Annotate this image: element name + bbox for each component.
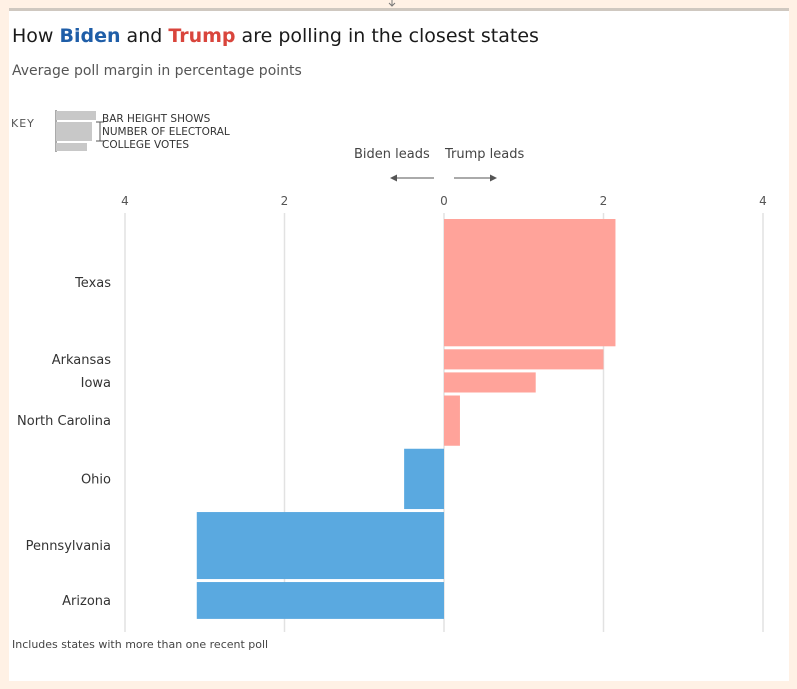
bars <box>196 219 616 619</box>
title-prefix: How <box>12 25 60 47</box>
bar-pennsylvania <box>196 512 444 580</box>
state-label-texas: Texas <box>74 276 111 291</box>
key-text-line-2: NUMBER OF ELECTORAL <box>102 126 230 138</box>
title-suffix: are polling in the closest states <box>235 25 539 47</box>
trump-direction-arrow-icon <box>454 174 497 182</box>
bar-arizona <box>196 582 444 619</box>
state-labels: Texas Arkansas Iowa North Carolina Ohio Penns… <box>17 276 111 609</box>
state-label-arizona: Arizona <box>62 594 111 609</box>
bar-ohio <box>404 448 444 510</box>
top-marker-icon <box>388 0 396 7</box>
biden-leads-label: Biden leads <box>354 147 430 162</box>
footnote: Includes states with more than one recen… <box>12 638 269 651</box>
x-tick-label-1: 2 <box>281 194 289 208</box>
trump-leads-label: Trump leads <box>445 147 525 162</box>
biden-direction-arrow-icon <box>390 174 434 182</box>
key-bars-icon <box>55 110 104 152</box>
key-text-line-3: COLLEGE VOTES <box>102 139 190 151</box>
title-middle: and <box>120 25 169 47</box>
chart-subtitle: Average poll margin in percentage points <box>12 63 302 79</box>
title-biden: Biden <box>59 25 121 47</box>
key-label: KEY <box>11 117 35 130</box>
x-tick-label-0: 4 <box>121 194 129 208</box>
bar-north-carolina <box>444 395 460 446</box>
x-tick-label-2: 0 <box>440 194 448 208</box>
chart-title: How Biden and Trump are polling in the c… <box>12 25 539 47</box>
state-label-iowa: Iowa <box>81 376 111 391</box>
key-text-line-1: BAR HEIGHT SHOWS <box>102 113 211 125</box>
x-tick-label-4: 4 <box>759 194 767 208</box>
state-label-pennsylvania: Pennsylvania <box>26 539 111 554</box>
x-tick-labels: 4 2 0 2 4 <box>121 194 767 208</box>
bar-iowa <box>444 372 536 393</box>
x-tick-label-3: 2 <box>600 194 608 208</box>
state-label-ohio: Ohio <box>81 472 111 487</box>
bar-arkansas <box>444 349 604 370</box>
state-label-north-carolina: North Carolina <box>17 414 111 429</box>
direction-arrows <box>390 174 497 182</box>
title-trump: Trump <box>168 25 236 47</box>
bar-texas <box>444 219 616 347</box>
state-label-arkansas: Arkansas <box>52 353 111 368</box>
